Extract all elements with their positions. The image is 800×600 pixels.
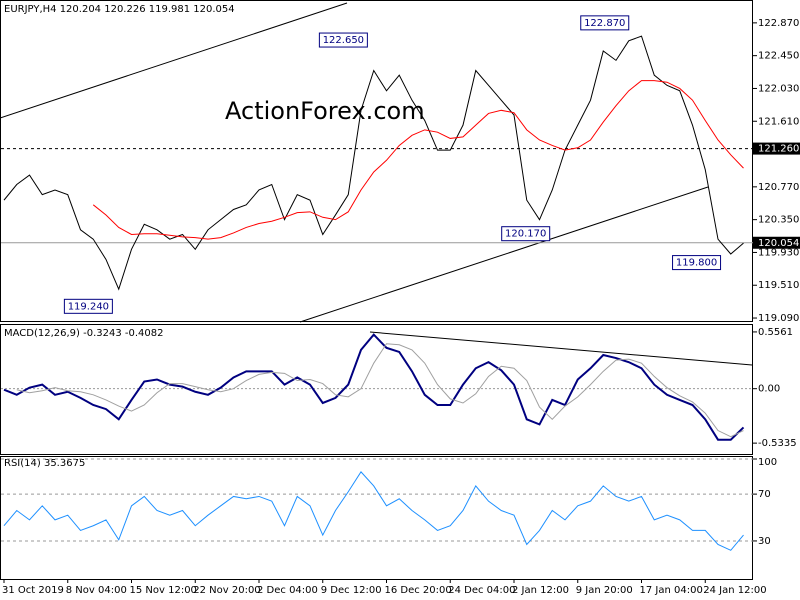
y-tick-label: -0.5335 xyxy=(758,438,797,449)
rsi-frame xyxy=(0,456,753,580)
annotation-box xyxy=(501,226,551,242)
panel-title: MACD(12,26,9) -0.3243 -0.4082 xyxy=(4,328,164,339)
x-tick-label: 16 Dec 20:00 xyxy=(385,585,452,596)
frames xyxy=(0,0,753,580)
annotation-box xyxy=(672,255,722,271)
level-label: 121.260 xyxy=(758,144,799,155)
x-tick-label: 22 Nov 20:00 xyxy=(193,585,260,596)
watermark: ActionForex.com xyxy=(225,97,425,125)
x-tick-label: 2 Dec 04:00 xyxy=(257,585,318,596)
annotation-label: 120.170 xyxy=(505,229,546,240)
y-tick-label: 122.030 xyxy=(758,83,799,94)
x-tick-label: 8 Nov 04:00 xyxy=(66,585,127,596)
level-label: 120.054 xyxy=(758,238,799,249)
channel-line xyxy=(299,186,709,323)
annotation-box xyxy=(63,298,113,314)
price-frame xyxy=(0,0,753,322)
channel-line xyxy=(0,2,348,119)
y-tick-label: 0.5561 xyxy=(758,327,793,338)
y-tick-label: 119.510 xyxy=(758,280,799,291)
annotation-label: 122.650 xyxy=(323,35,364,46)
y-tick-label: 120.770 xyxy=(758,182,799,193)
x-tick-label: 31 Oct 2019 xyxy=(2,585,64,596)
annotation-label: 119.800 xyxy=(676,258,717,269)
y-tick-label: 120.350 xyxy=(758,215,799,226)
y-tick-label: 70 xyxy=(758,489,771,500)
y-tick-label: 121.610 xyxy=(758,116,799,127)
series-line xyxy=(3,471,744,551)
annotation-label: 122.870 xyxy=(584,18,625,29)
y-tick-label: 119.930 xyxy=(758,247,799,258)
y-tick-label: 0.00 xyxy=(758,384,780,395)
annotation-label: 119.240 xyxy=(68,301,109,312)
y-tick-label: 122.450 xyxy=(758,51,799,62)
x-tick-label: 24 Dec 04:00 xyxy=(448,585,515,596)
level-label-box xyxy=(753,142,800,155)
panel-title: EURJPY,H4 120.204 120.226 119.981 120.05… xyxy=(4,4,235,15)
annotation-box xyxy=(580,15,630,31)
x-tick-label: 17 Jan 04:00 xyxy=(640,585,703,596)
series-line xyxy=(3,35,744,291)
x-tick-label: 9 Dec 12:00 xyxy=(321,585,382,596)
trend-line xyxy=(369,331,753,366)
macd-frame xyxy=(0,324,753,455)
y-tick-label: 119.090 xyxy=(758,313,799,324)
series-line xyxy=(16,343,744,438)
x-tick-label: 9 Jan 20:00 xyxy=(576,585,633,596)
level-label-box xyxy=(753,236,800,249)
x-tick-label: 15 Nov 12:00 xyxy=(130,585,197,596)
y-tick-label: 100 xyxy=(758,457,777,468)
x-tick-label: 2 Jan 12:00 xyxy=(512,585,569,596)
annotation-box xyxy=(318,32,368,48)
y-tick-label: 30 xyxy=(758,536,771,547)
x-tick-label: 24 Jan 12:00 xyxy=(703,585,766,596)
series-line xyxy=(92,80,744,240)
y-tick-label: 122.870 xyxy=(758,18,799,29)
panel-title: RSI(14) 35.3675 xyxy=(4,458,85,469)
